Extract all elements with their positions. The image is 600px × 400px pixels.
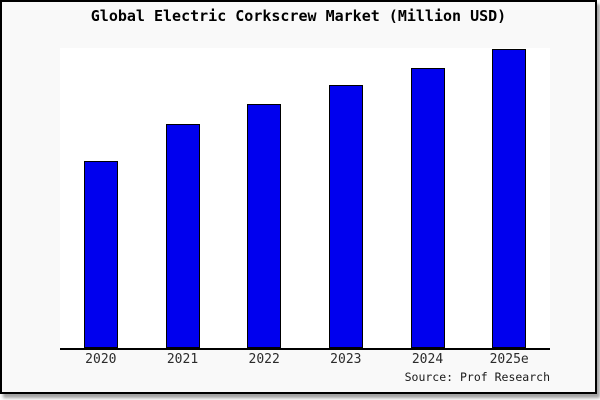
bar-2020 (83, 160, 118, 348)
bar-2024 (410, 67, 445, 348)
x-tick-label-2020: 2020 (85, 352, 117, 367)
x-tick-label-2024: 2024 (411, 352, 444, 367)
plot-area (60, 48, 550, 350)
bar-2025e (492, 49, 527, 348)
bar-2023 (328, 85, 363, 348)
bars-container (60, 48, 550, 348)
x-tick-label-2022: 2022 (248, 352, 280, 367)
bar-2022 (247, 104, 282, 348)
bar-2021 (165, 123, 200, 348)
x-axis-labels: 2020 2021 2022 2023 2024 2025e (60, 352, 550, 368)
x-tick-label-2025e: 2025e (489, 352, 529, 367)
x-tick-label-2021: 2021 (166, 352, 199, 367)
x-tick-label-2023: 2023 (330, 352, 362, 367)
chart-title: Global Electric Corkscrew Market (Millio… (90, 7, 507, 25)
source-credit: Source: Prof Research (404, 370, 550, 384)
